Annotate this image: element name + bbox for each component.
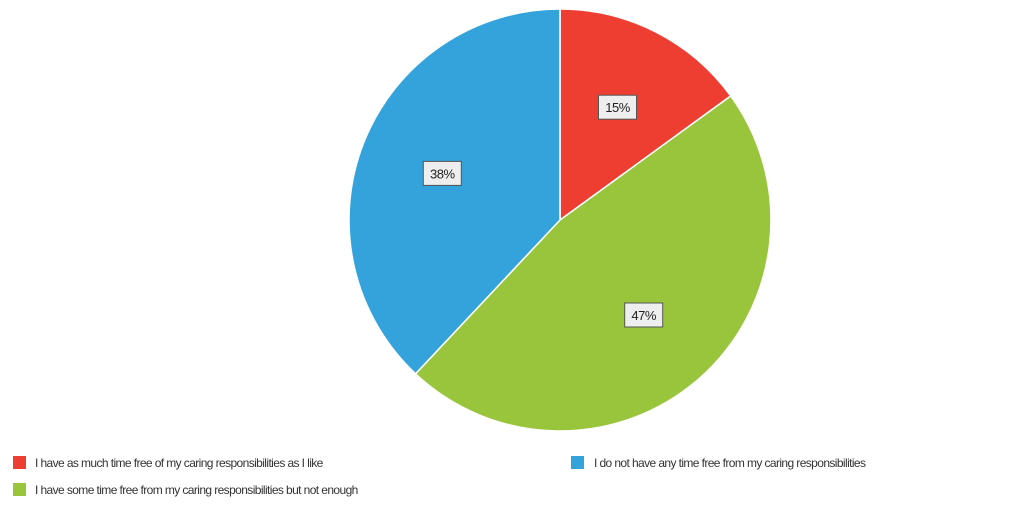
chart-legend: I have as much time free of my caring re… bbox=[13, 456, 867, 497]
legend-swatch bbox=[13, 483, 26, 496]
legend-swatch bbox=[571, 456, 584, 469]
data-label-text: 15% bbox=[605, 100, 630, 115]
pie-slices bbox=[348, 8, 772, 432]
data-label-box bbox=[422, 160, 462, 186]
pie-slice-2 bbox=[348, 8, 561, 375]
pie-slice-1 bbox=[414, 94, 772, 432]
legend-entry: I have some time free from my caring res… bbox=[13, 483, 358, 497]
pie-data-labels: 15% 47% 38% bbox=[422, 94, 664, 328]
data-label: 38% bbox=[422, 160, 462, 186]
data-label-box bbox=[598, 94, 637, 120]
pie-slice-0 bbox=[559, 8, 732, 222]
data-label: 15% bbox=[598, 94, 637, 120]
data-label: 47% bbox=[624, 302, 664, 328]
legend-entry: I do not have any time free from my cari… bbox=[571, 456, 867, 470]
legend-label: I have as much time free of my caring re… bbox=[35, 456, 324, 470]
legend-entry: I have as much time free of my caring re… bbox=[13, 456, 324, 470]
data-label-text: 47% bbox=[631, 308, 656, 323]
data-label-text: 38% bbox=[430, 166, 455, 181]
data-label-box bbox=[624, 302, 664, 328]
legend-label: I have some time free from my caring res… bbox=[35, 483, 358, 497]
legend-swatch bbox=[13, 456, 26, 469]
legend-label: I do not have any time free from my cari… bbox=[594, 456, 866, 470]
